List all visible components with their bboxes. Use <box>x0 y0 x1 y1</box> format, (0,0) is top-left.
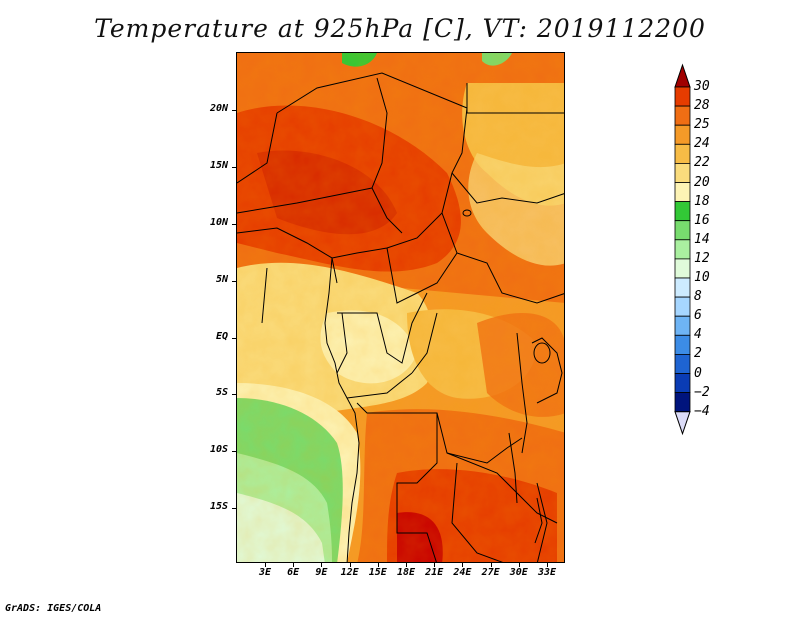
colorbar-swatch <box>674 277 691 298</box>
longitude-tick-label: 21E <box>425 567 444 578</box>
colorbar-bottom-arrow <box>674 411 691 436</box>
colorbar-swatch <box>674 124 691 145</box>
longitude-tick-mark <box>406 563 407 567</box>
latitude-tick-mark <box>232 167 236 168</box>
longitude-tick-mark <box>377 563 379 567</box>
grads-credit: GrADS: IGES/COLA <box>5 603 102 614</box>
latitude-tick-label: 15N <box>209 160 228 171</box>
longitude-tick-label: 12E <box>340 567 359 578</box>
latitude-tick-label: 15S <box>209 501 228 512</box>
colorbar-label: −2 <box>694 384 710 400</box>
colorbar-label: 2 <box>694 346 702 362</box>
longitude-tick-label: 24E <box>453 567 472 578</box>
colorbar-swatch <box>674 296 691 317</box>
colorbar-swatch <box>674 315 691 336</box>
colorbar-label: 14 <box>694 231 710 247</box>
longitude-tick-mark <box>490 563 492 567</box>
coastline <box>324 257 360 562</box>
chart-title: Temperature at 925hPa [C], VT: 201911220… <box>94 14 706 43</box>
colorbar-swatch <box>674 353 691 374</box>
latitude-tick-mark <box>232 394 236 395</box>
colorbar-label: −4 <box>694 403 710 419</box>
colorbar-label: 8 <box>694 289 702 305</box>
colorbar-swatch <box>674 392 691 413</box>
colorbar-swatch <box>674 239 691 260</box>
colorbar-label: 4 <box>694 327 702 343</box>
latitude-tick-mark <box>232 451 236 452</box>
colorbar-label: 0 <box>694 365 702 381</box>
colorbar-label: 12 <box>694 250 710 266</box>
latitude-tick-label: 5N <box>215 274 228 285</box>
longitude-tick-mark <box>518 563 520 567</box>
map-field <box>237 53 564 562</box>
colorbar-swatch <box>674 182 691 203</box>
latitude-tick-mark <box>232 281 236 282</box>
colorbar-swatch <box>674 334 691 355</box>
colorbar-label: 10 <box>694 270 710 285</box>
colorbar-label: 25 <box>694 117 710 133</box>
latitude-tick-label: EQ <box>215 331 228 342</box>
colorbar-swatch <box>674 162 691 183</box>
colorbar-label: 24 <box>694 136 710 152</box>
colorbar-label: 28 <box>694 98 710 114</box>
colorbar-swatch <box>674 105 691 126</box>
colorbar-label: 18 <box>694 193 710 209</box>
longitude-tick-mark <box>293 563 295 567</box>
latitude-tick-mark <box>232 508 236 509</box>
longitude-tick-label: 30E <box>509 567 528 578</box>
latitude-tick-mark <box>232 338 236 339</box>
colorbar-label: 16 <box>694 212 710 228</box>
longitude-tick-label: 3E <box>258 567 272 578</box>
longitude-tick-label: 6E <box>287 567 300 578</box>
colorbar-swatch <box>674 373 691 394</box>
colorbar-top-arrow <box>674 63 691 88</box>
colorbar-swatch <box>674 258 691 279</box>
latitude-tick-mark <box>232 224 236 225</box>
longitude-tick-label: 18E <box>396 567 416 578</box>
longitude-tick-mark <box>265 563 266 567</box>
longitude-tick-label: 33E <box>537 567 557 578</box>
colorbar-swatch <box>674 201 691 222</box>
latitude-tick-label: 10S <box>209 444 228 455</box>
colorbar-label: 22 <box>694 155 710 171</box>
latitude-tick-label: 5S <box>215 387 228 398</box>
country-borders <box>237 72 564 562</box>
longitude-tick-mark <box>321 563 323 567</box>
longitude-tick-label: 15E <box>368 567 387 578</box>
longitude-tick-mark <box>349 563 351 567</box>
temperature-map <box>236 52 565 563</box>
latitude-tick-mark <box>232 110 236 111</box>
longitude-tick-label: 27E <box>481 567 500 578</box>
longitude-tick-mark <box>462 563 464 567</box>
colorbar-swatch <box>674 143 691 164</box>
latitude-tick-label: 20N <box>209 103 228 114</box>
longitude-tick-label: 9E <box>315 567 328 578</box>
longitude-tick-mark <box>547 563 548 567</box>
lakes <box>462 209 551 544</box>
colorbar-label: 30 <box>694 79 710 94</box>
colorbar-swatch <box>674 220 691 241</box>
colorbar-label: 20 <box>694 174 710 190</box>
longitude-tick-mark <box>434 563 436 567</box>
colorbar-swatch <box>674 86 691 107</box>
latitude-tick-label: 10N <box>209 217 228 228</box>
colorbar-label: 6 <box>694 308 702 324</box>
